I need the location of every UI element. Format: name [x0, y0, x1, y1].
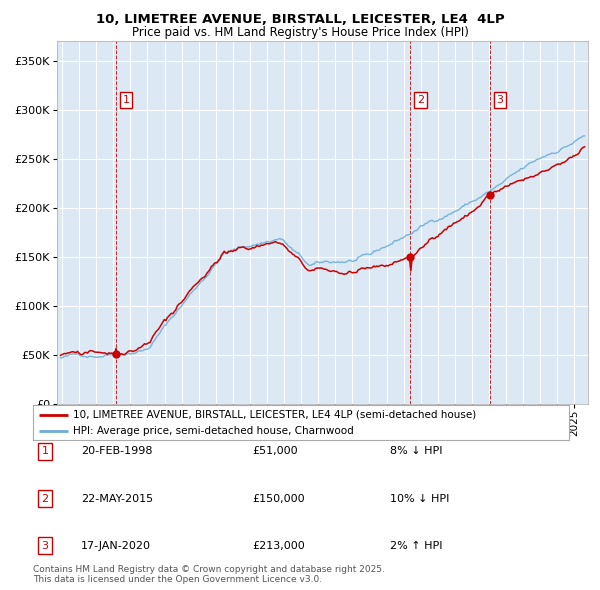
Text: Contains HM Land Registry data © Crown copyright and database right 2025.
This d: Contains HM Land Registry data © Crown c… — [33, 565, 385, 584]
Text: Price paid vs. HM Land Registry's House Price Index (HPI): Price paid vs. HM Land Registry's House … — [131, 26, 469, 39]
Text: 20-FEB-1998: 20-FEB-1998 — [81, 447, 152, 456]
Text: £213,000: £213,000 — [252, 541, 305, 550]
Text: 10, LIMETREE AVENUE, BIRSTALL, LEICESTER, LE4  4LP: 10, LIMETREE AVENUE, BIRSTALL, LEICESTER… — [95, 13, 505, 26]
Text: 3: 3 — [497, 95, 503, 105]
Text: 8% ↓ HPI: 8% ↓ HPI — [390, 447, 443, 456]
Text: £150,000: £150,000 — [252, 494, 305, 503]
Text: 22-MAY-2015: 22-MAY-2015 — [81, 494, 153, 503]
Text: 1: 1 — [41, 447, 49, 456]
Text: 10% ↓ HPI: 10% ↓ HPI — [390, 494, 449, 503]
Text: 17-JAN-2020: 17-JAN-2020 — [81, 541, 151, 550]
Text: 1: 1 — [122, 95, 130, 105]
Text: 10, LIMETREE AVENUE, BIRSTALL, LEICESTER, LE4 4LP (semi-detached house): 10, LIMETREE AVENUE, BIRSTALL, LEICESTER… — [73, 409, 476, 419]
Text: 3: 3 — [41, 541, 49, 550]
Text: 2: 2 — [41, 494, 49, 503]
Text: 2% ↑ HPI: 2% ↑ HPI — [390, 541, 443, 550]
Text: HPI: Average price, semi-detached house, Charnwood: HPI: Average price, semi-detached house,… — [73, 426, 354, 436]
Text: £51,000: £51,000 — [252, 447, 298, 456]
Text: 2: 2 — [417, 95, 424, 105]
